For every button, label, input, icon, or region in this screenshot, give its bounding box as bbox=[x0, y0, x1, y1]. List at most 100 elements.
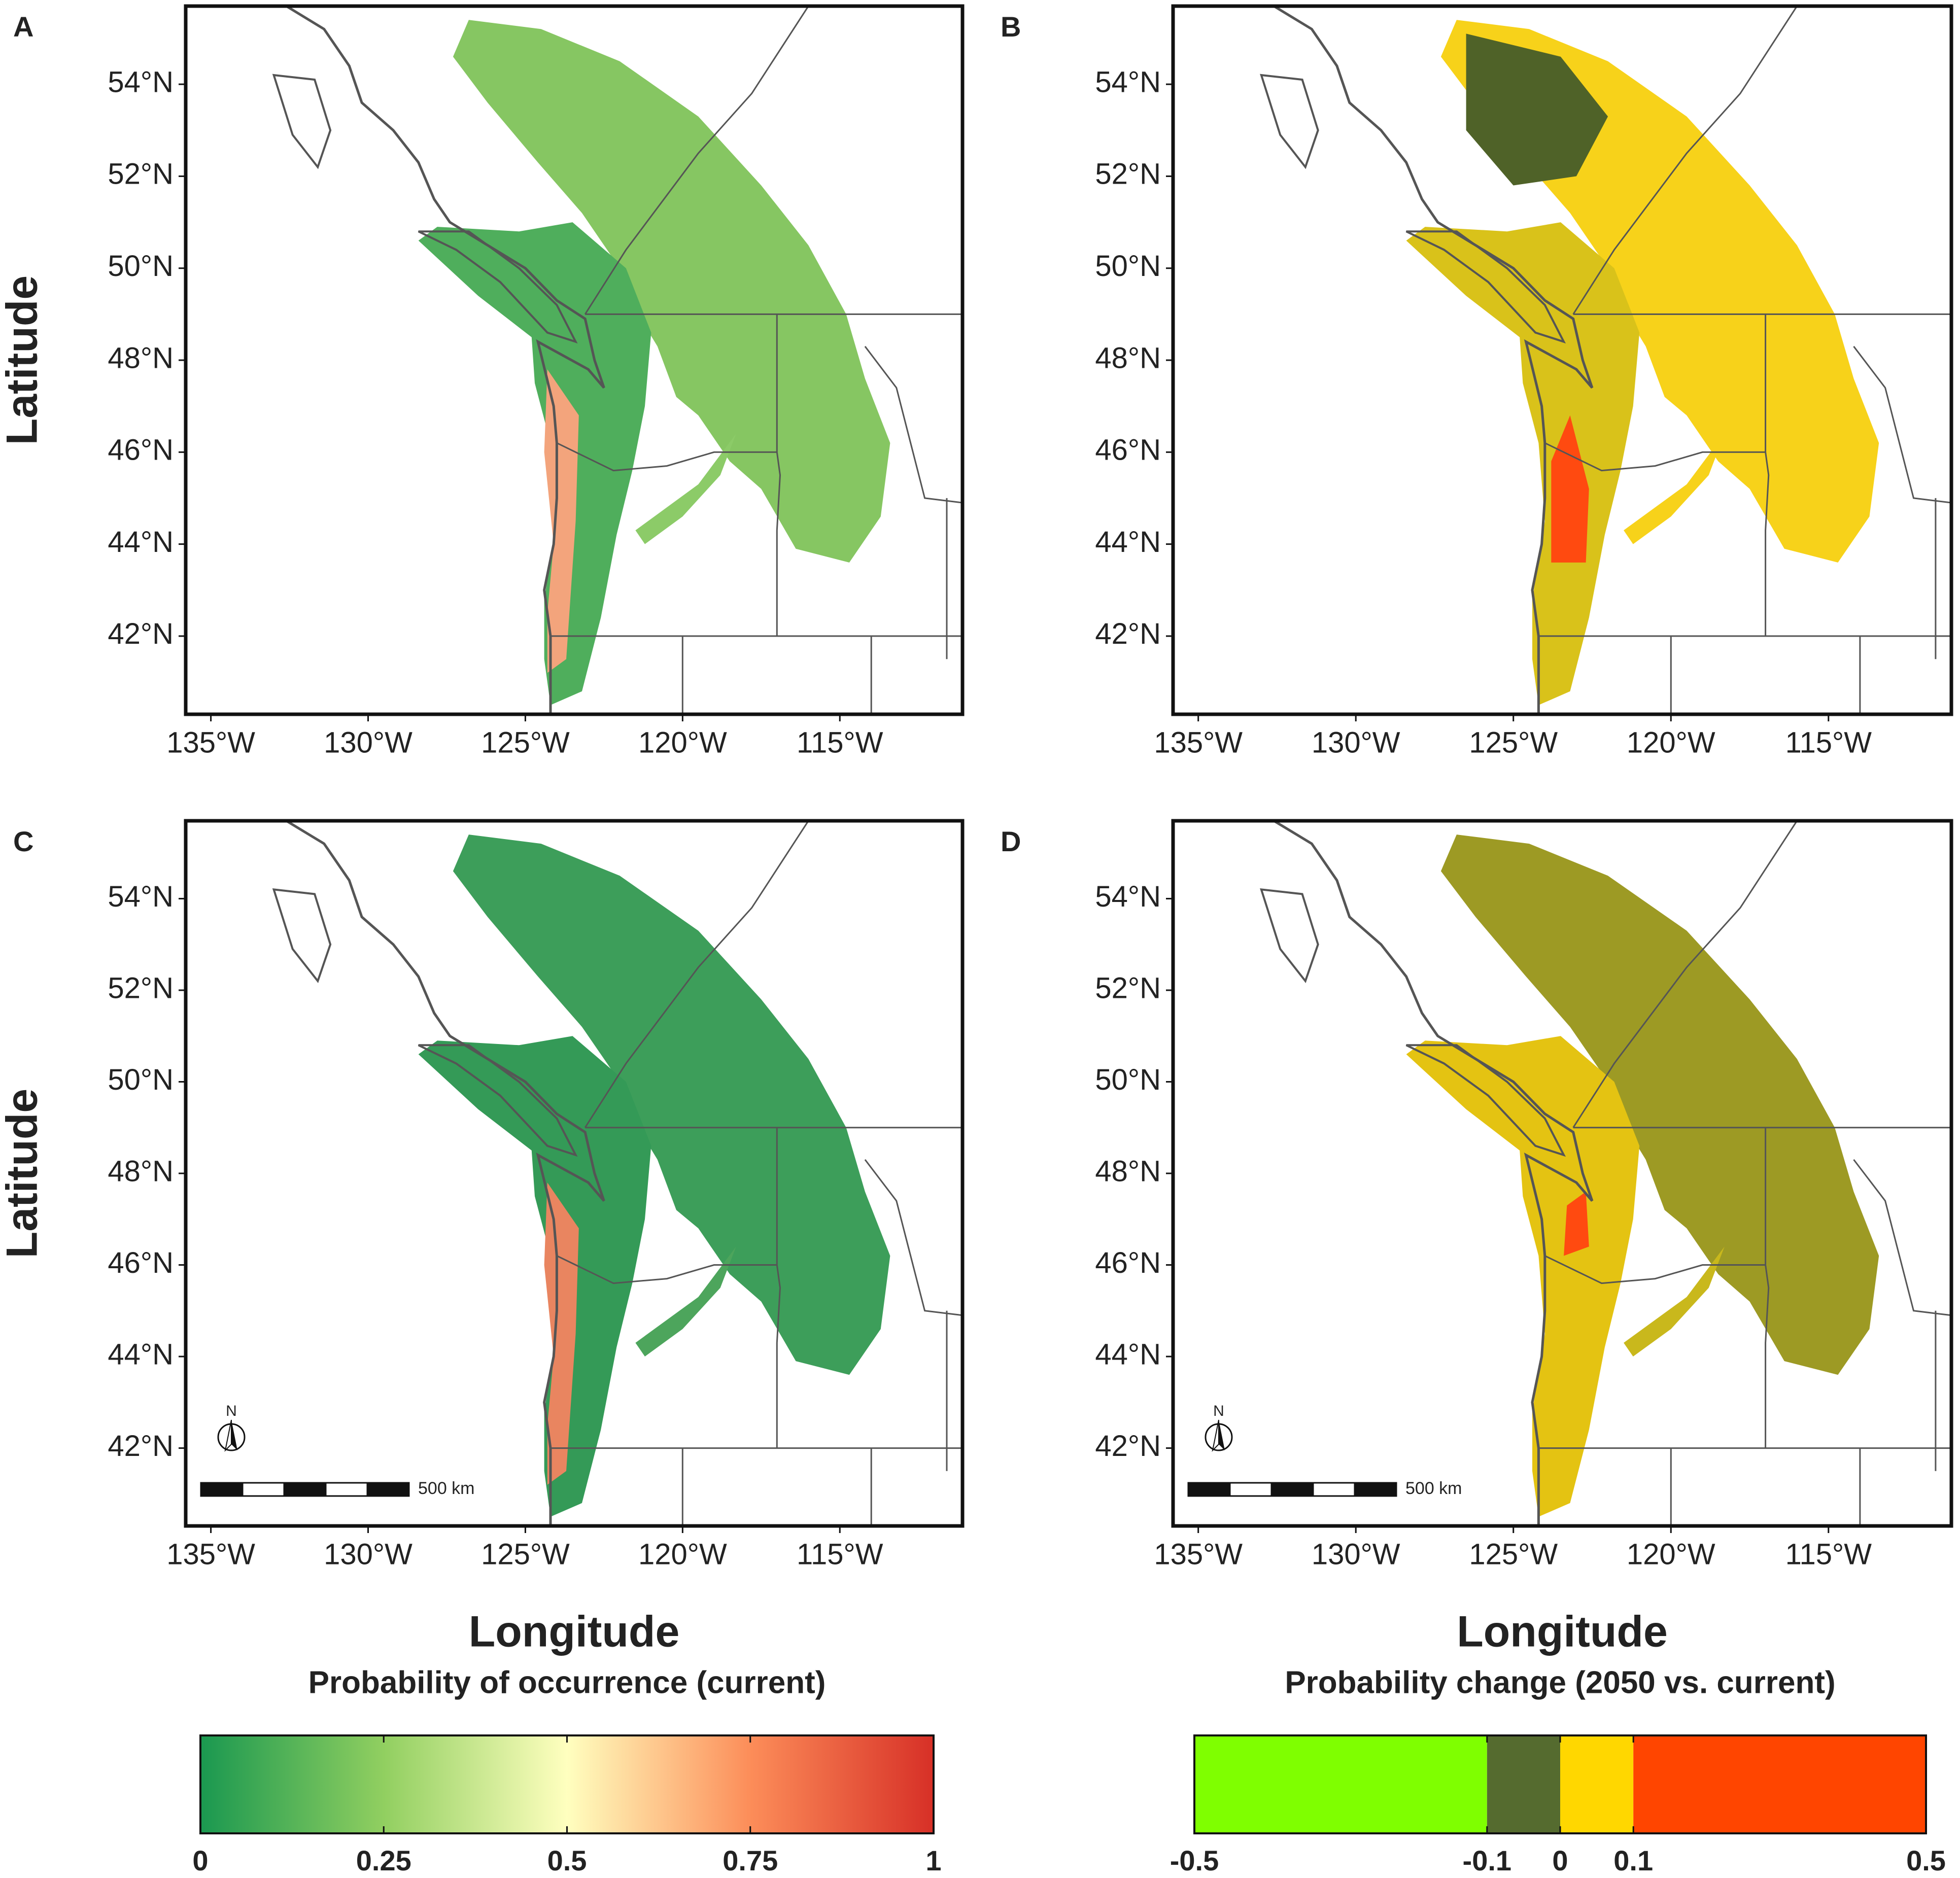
x-tick-label: 125°W bbox=[1469, 1538, 1558, 1571]
x-tick-label: 115°W bbox=[797, 1538, 883, 1571]
y-tick-label: 42°N bbox=[1095, 1430, 1161, 1463]
scale-bar-segment bbox=[200, 1482, 244, 1497]
y-tick-label: 42°N bbox=[1095, 617, 1161, 650]
x-tick-label: 115°W bbox=[1785, 1538, 1872, 1571]
scale-bar-segment bbox=[1229, 1482, 1273, 1497]
y-tick-label: 52°N bbox=[108, 971, 174, 1004]
coastline bbox=[1273, 6, 1594, 714]
x-tick-label: 120°W bbox=[1627, 1538, 1715, 1571]
legend-tick-label: 1 bbox=[925, 1845, 941, 1876]
colorbar-segment bbox=[1487, 1735, 1560, 1833]
island bbox=[418, 230, 578, 344]
coastline bbox=[285, 6, 605, 714]
legend-tick-label: 0 bbox=[1552, 1845, 1568, 1876]
y-tick-label: 48°N bbox=[1095, 341, 1161, 374]
range-region bbox=[418, 1036, 651, 1517]
x-tick-label: 130°W bbox=[1312, 726, 1400, 759]
x-tick-label: 120°W bbox=[638, 1538, 727, 1571]
y-tick-label: 44°N bbox=[108, 1338, 174, 1371]
north-arrow bbox=[231, 1420, 237, 1450]
y-tick-label: 46°N bbox=[1095, 1246, 1161, 1279]
y-tick-label: 50°N bbox=[1095, 1063, 1161, 1096]
panel-label: A bbox=[13, 11, 33, 43]
range-region bbox=[1466, 33, 1608, 186]
coastline bbox=[1273, 821, 1594, 1526]
x-tick-label: 125°W bbox=[481, 726, 570, 759]
boundary-line bbox=[864, 1159, 962, 1316]
range-region bbox=[453, 20, 890, 563]
boundary-line bbox=[776, 314, 781, 636]
legend-title: Probability change (2050 vs. current) bbox=[1285, 1665, 1835, 1700]
y-tick-label: 48°N bbox=[108, 341, 174, 374]
scale-bar-segment bbox=[366, 1482, 410, 1497]
legend-tick-label: -0.1 bbox=[1463, 1845, 1512, 1876]
y-tick-label: 44°N bbox=[1095, 1338, 1161, 1371]
north-arrow bbox=[1212, 1419, 1219, 1452]
boundary-line bbox=[864, 345, 962, 504]
y-tick-label: 52°N bbox=[1095, 158, 1161, 191]
island bbox=[1405, 230, 1566, 344]
boundary-line bbox=[776, 1127, 781, 1448]
scale-bar-segment bbox=[242, 1482, 285, 1497]
scale-bar-segment bbox=[1187, 1482, 1231, 1497]
map-layer bbox=[1173, 821, 1951, 1526]
y-axis-title: Latitude bbox=[0, 1089, 47, 1258]
y-tick-label: 54°N bbox=[1095, 880, 1161, 913]
coastline bbox=[286, 821, 605, 1526]
y-tick-label: 50°N bbox=[108, 250, 174, 283]
range-region bbox=[1440, 834, 1879, 1375]
y-tick-label: 44°N bbox=[108, 526, 174, 559]
north-arrow bbox=[224, 1419, 232, 1452]
colorbar-segment bbox=[1194, 1735, 1487, 1833]
island bbox=[1260, 888, 1319, 984]
scale-bar-segment bbox=[1312, 1482, 1356, 1497]
colorbar bbox=[200, 1735, 934, 1833]
boundary-line bbox=[1544, 1255, 1766, 1284]
range-region bbox=[1551, 415, 1589, 563]
x-tick-label: 130°W bbox=[324, 1538, 412, 1571]
x-axis-title: Longitude bbox=[469, 1608, 680, 1656]
x-tick-label: 130°W bbox=[1312, 1538, 1400, 1571]
map-layer bbox=[1173, 6, 1951, 714]
scale-bar-segment bbox=[1270, 1482, 1314, 1497]
island bbox=[418, 1044, 578, 1157]
range-region bbox=[544, 1183, 579, 1485]
x-tick-label: 135°W bbox=[166, 1538, 255, 1571]
range-region bbox=[1624, 1246, 1725, 1357]
boundary-line bbox=[1765, 1127, 1770, 1448]
range-region bbox=[544, 369, 579, 673]
island bbox=[1405, 1044, 1566, 1157]
y-tick-label: 50°N bbox=[1095, 250, 1161, 283]
colorbar-segment bbox=[1633, 1735, 1926, 1833]
x-tick-label: 135°W bbox=[1154, 726, 1243, 759]
legend-tick-label: 0.5 bbox=[547, 1845, 587, 1876]
panel-label: B bbox=[1001, 11, 1021, 43]
y-tick-label: 46°N bbox=[108, 1246, 174, 1279]
y-tick-label: 44°N bbox=[1095, 526, 1161, 559]
scale-bar-segment bbox=[283, 1482, 327, 1497]
boundary-line bbox=[584, 6, 809, 315]
legend-title: Probability of occurrence (current) bbox=[308, 1665, 826, 1700]
x-tick-label: 135°W bbox=[166, 726, 255, 759]
x-axis-title: Longitude bbox=[1457, 1608, 1668, 1656]
legend-tick-label: 0 bbox=[192, 1845, 208, 1876]
boundary-line bbox=[1765, 314, 1770, 636]
boundary-line bbox=[1853, 1159, 1951, 1316]
island bbox=[272, 74, 332, 169]
map-layer bbox=[186, 6, 962, 714]
boundary-line bbox=[584, 821, 809, 1128]
range-region bbox=[635, 434, 736, 544]
range-region bbox=[1624, 434, 1725, 544]
scale-bar-label: 500 km bbox=[1405, 1479, 1462, 1498]
range-region bbox=[418, 222, 651, 705]
legend-tick-label: 0.5 bbox=[1906, 1845, 1946, 1876]
y-tick-label: 54°N bbox=[108, 65, 174, 98]
x-tick-label: 130°W bbox=[324, 726, 412, 759]
boundary-line bbox=[1572, 6, 1798, 315]
y-tick-label: 54°N bbox=[108, 880, 174, 913]
island bbox=[272, 888, 332, 984]
legend-tick-label: -0.5 bbox=[1170, 1845, 1219, 1876]
range-region bbox=[1406, 222, 1640, 705]
y-axis-title: Latitude bbox=[0, 275, 47, 445]
